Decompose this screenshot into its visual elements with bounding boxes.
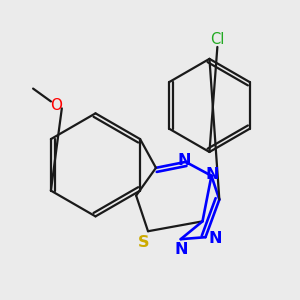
Text: N: N (208, 231, 222, 246)
Text: O: O (50, 98, 62, 113)
Text: N: N (175, 242, 188, 256)
Text: N: N (178, 153, 191, 168)
Text: N: N (206, 167, 219, 182)
Text: S: S (138, 235, 150, 250)
Text: Cl: Cl (210, 32, 225, 46)
